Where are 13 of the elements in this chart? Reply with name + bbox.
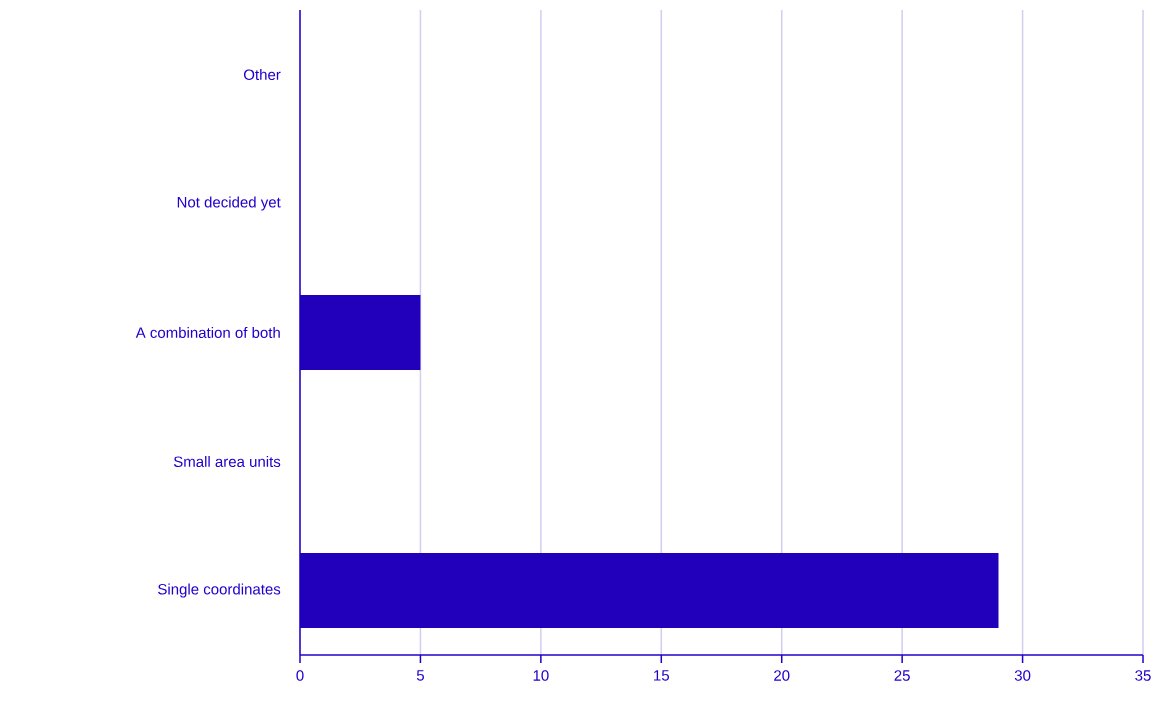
x-tick-label: 0	[296, 670, 304, 681]
x-tick-label: 20	[774, 670, 790, 681]
y-tick-label: Small area units	[173, 455, 281, 468]
y-tick-label: Other	[243, 68, 281, 81]
x-tick-label: 15	[654, 670, 670, 681]
y-tick-label: A combination of both	[135, 326, 280, 339]
y-tick-label: Not decided yet	[177, 196, 281, 211]
x-tick-label: 25	[894, 670, 910, 681]
x-tick-label: 10	[533, 670, 549, 681]
x-tick-label: 5	[416, 670, 424, 681]
x-tick-label: 35	[1135, 670, 1151, 681]
x-tick-label: 30	[1014, 670, 1031, 681]
y-tick-label: Single coordinates	[158, 583, 281, 598]
